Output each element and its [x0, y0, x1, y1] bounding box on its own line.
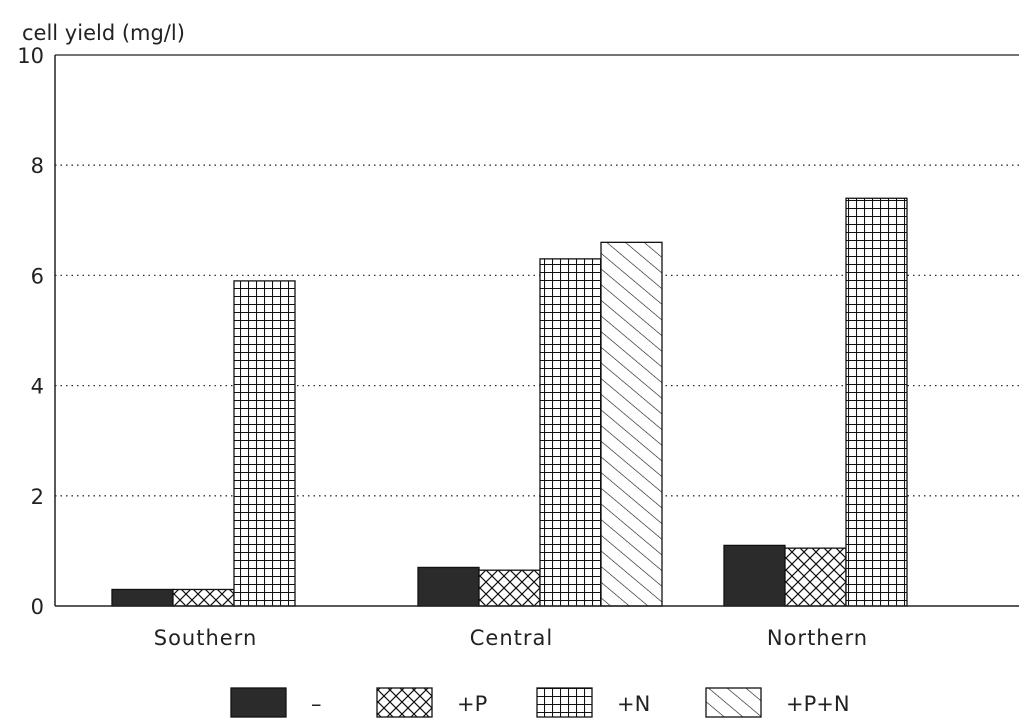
bar-central-solid — [417, 566, 480, 607]
legend-label: +N — [617, 692, 650, 716]
y-tick-label: 0 — [31, 595, 44, 619]
y-axis-ticks: 0 2 4 6 8 10 — [17, 44, 44, 619]
bar-northern-solid — [723, 544, 786, 607]
legend-swatch-grid — [536, 687, 593, 718]
x-category-label: Central — [470, 626, 553, 650]
bar-northern-grid — [845, 197, 908, 607]
x-axis-labels: Southern Central Northern — [154, 626, 868, 650]
y-tick-label: 8 — [31, 154, 44, 178]
bar-central-crosshatch — [478, 569, 541, 607]
bar-central-grid — [539, 258, 602, 607]
legend-label: +P+N — [786, 692, 850, 716]
x-category-label: Northern — [767, 626, 868, 650]
legend-swatch-diagonal — [705, 687, 762, 718]
x-category-label: Southern — [154, 626, 258, 650]
bar-southern-grid — [233, 280, 296, 607]
y-axis-title: cell yield (mg/l) — [22, 21, 185, 45]
legend-label: +P — [457, 692, 487, 716]
legend-swatch-crosshatch — [376, 687, 433, 718]
y-tick-label: 6 — [31, 264, 44, 288]
bar-central-diagonal — [600, 241, 663, 607]
y-tick-label: 4 — [31, 375, 44, 399]
bar-southern-crosshatch — [172, 588, 235, 607]
legend-label: – — [311, 692, 322, 716]
y-tick-label: 2 — [31, 485, 44, 509]
y-tick-label: 10 — [17, 44, 44, 68]
bar-southern-solid — [111, 588, 174, 607]
legend: – +P +N +P+N — [230, 687, 850, 718]
legend-swatch-solid — [230, 687, 287, 718]
bars — [111, 197, 908, 607]
bar-northern-crosshatch — [784, 547, 847, 607]
